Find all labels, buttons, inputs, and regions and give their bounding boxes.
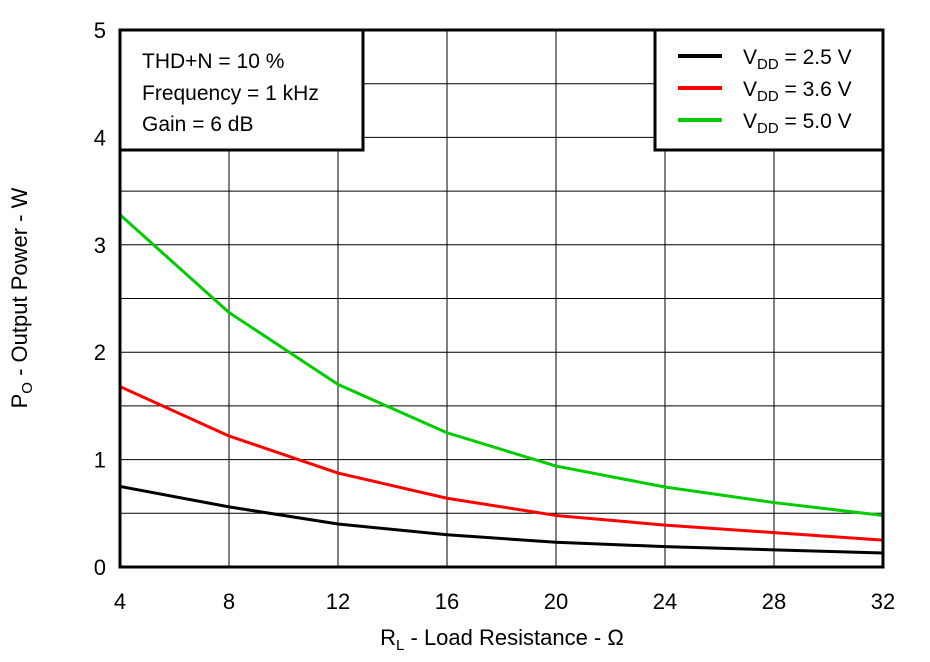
y-tick-labels: 0 1 2 3 4 5: [94, 18, 106, 580]
x-tick-labels: 4 8 12 16 20 24 28 32: [114, 589, 895, 614]
series-line: [120, 486, 883, 553]
series-lines: [120, 215, 883, 554]
y-tick-label: 5: [94, 18, 106, 43]
y-tick-label: 3: [94, 233, 106, 258]
annotation-gain: Gain = 6 dB: [142, 113, 254, 136]
y-tick-label: 0: [94, 555, 106, 580]
y-tick-label: 1: [94, 448, 106, 473]
x-tick-label: 4: [114, 589, 126, 614]
annotation-frequency: Frequency = 1 kHz: [142, 82, 319, 105]
x-tick-label: 28: [762, 589, 786, 614]
x-axis-label: RL - Load Resistance - Ω: [380, 625, 624, 654]
series-line: [120, 215, 883, 516]
x-tick-label: 32: [871, 589, 895, 614]
y-tick-label: 2: [94, 340, 106, 365]
x-tick-label: 12: [326, 589, 350, 614]
x-tick-label: 20: [544, 589, 568, 614]
annotation-box: THD+N = 10 % Frequency = 1 kHz Gain = 6 …: [120, 30, 363, 150]
x-tick-label: 8: [223, 589, 235, 614]
y-tick-label: 4: [94, 125, 106, 150]
x-tick-label: 24: [653, 589, 677, 614]
annotation-thd: THD+N = 10 %: [142, 50, 284, 73]
y-axis-label: PO - Output Power - W: [7, 187, 36, 408]
series-line: [120, 387, 883, 541]
x-tick-label: 16: [435, 589, 459, 614]
